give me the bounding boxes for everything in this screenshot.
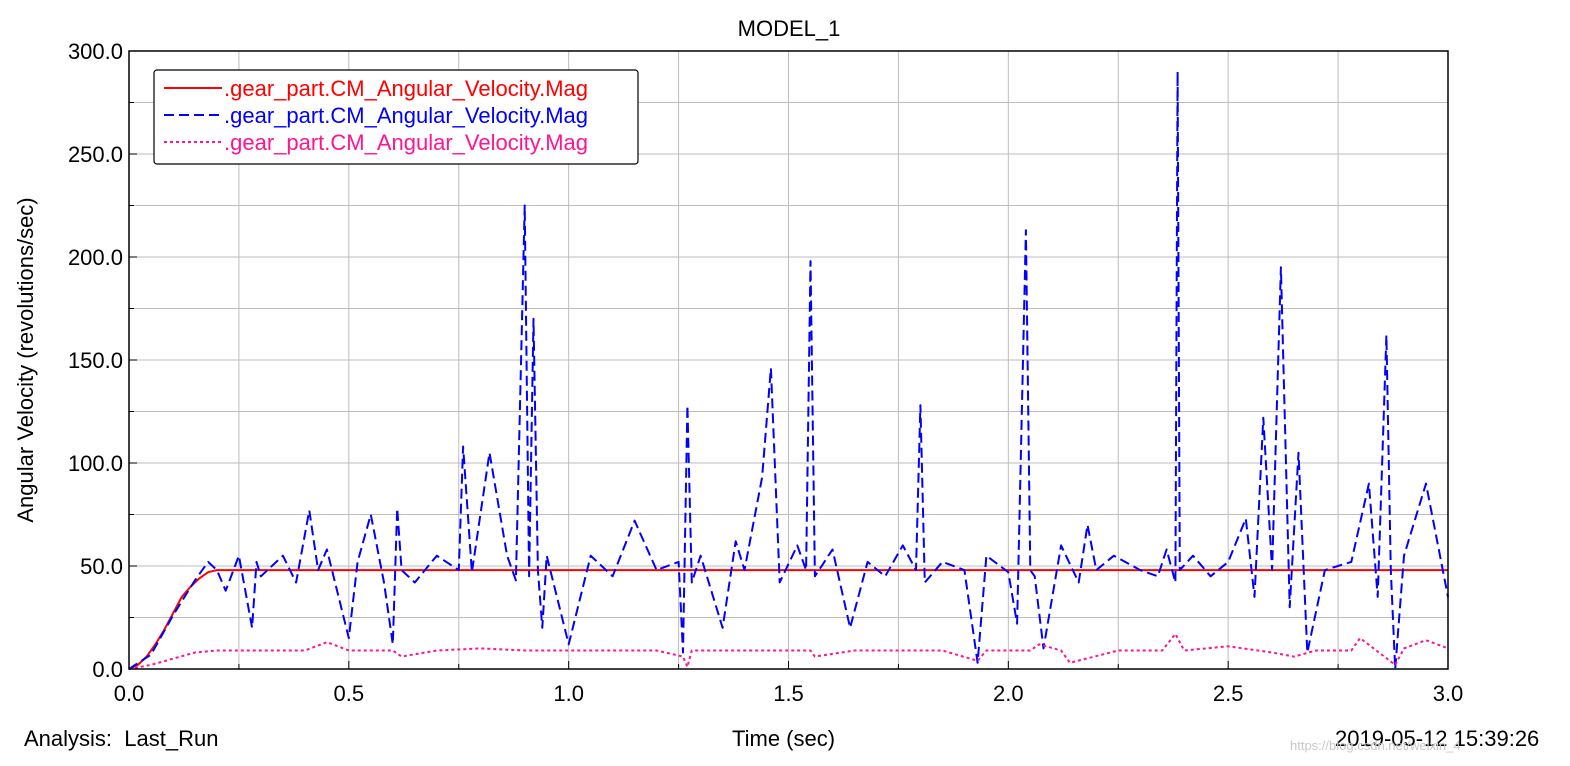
x-tick-label: 1.0 bbox=[553, 681, 584, 706]
y-tick-label: 50.0 bbox=[80, 554, 123, 579]
watermark: https://blog.csdn.net/weixin_4 bbox=[1290, 738, 1461, 753]
x-tick-label: 0.5 bbox=[334, 681, 365, 706]
analysis-label: Analysis: Last_Run bbox=[24, 726, 219, 751]
series-line-2 bbox=[128, 70, 1449, 670]
y-tick-label: 200.0 bbox=[68, 245, 123, 270]
x-axis-label: Time (sec) bbox=[732, 726, 836, 751]
x-tick-label: 3.0 bbox=[1433, 681, 1464, 706]
series-line-3 bbox=[128, 633, 1449, 670]
chart-title: MODEL_1 bbox=[738, 16, 841, 41]
legend-label-1: .gear_part.CM_Angular_Velocity.Mag bbox=[224, 76, 588, 101]
y-tick-label: 100.0 bbox=[68, 451, 123, 476]
x-tick-label: 2.5 bbox=[1213, 681, 1244, 706]
y-tick-label: 150.0 bbox=[68, 348, 123, 373]
axis-ticks: 0.0 0.5 1.0 1.5 2.0 2.5 3.0 0.0 50.0 100.0 150.0 20… bbox=[68, 39, 1463, 706]
y-tick-label: 250.0 bbox=[68, 142, 123, 167]
timestamp-label: 2019-05-12 15:39:26 bbox=[1335, 726, 1540, 751]
legend-label-2: .gear_part.CM_Angular_Velocity.Mag bbox=[224, 103, 588, 128]
y-tick-label: 0.0 bbox=[92, 657, 123, 682]
y-axis-label: Angular Velocity (revolutions/sec) bbox=[13, 197, 38, 522]
legend: .gear_part.CM_Angular_Velocity.Mag.gear_… bbox=[153, 69, 639, 165]
x-tick-label: 2.0 bbox=[993, 681, 1024, 706]
legend-label-3: .gear_part.CM_Angular_Velocity.Mag bbox=[224, 130, 588, 155]
y-tick-label: 300.0 bbox=[68, 39, 123, 64]
legend-box bbox=[153, 69, 639, 165]
x-tick-label: 1.5 bbox=[773, 681, 804, 706]
x-tick-label: 0.0 bbox=[114, 681, 145, 706]
plot-series bbox=[128, 70, 1449, 670]
series-line-1 bbox=[128, 569, 1448, 670]
